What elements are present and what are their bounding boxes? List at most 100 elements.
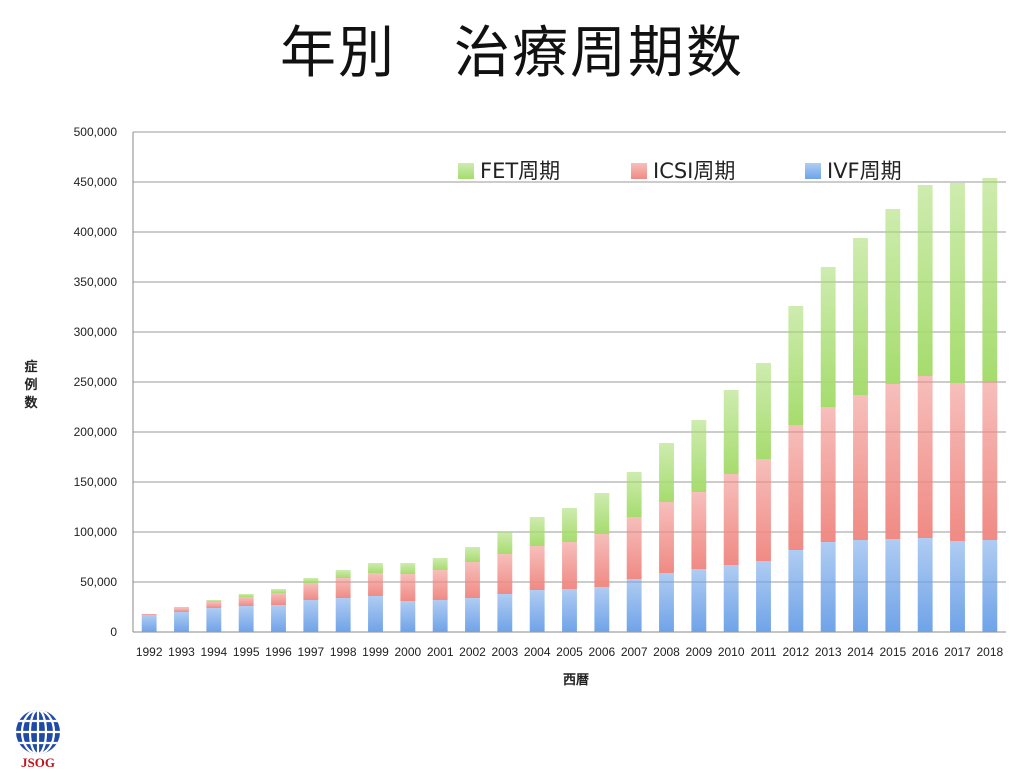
bar-2001-series-3 [432, 558, 448, 570]
bar-2005-series-1 [562, 589, 577, 632]
bar-2014-series-3 [853, 238, 868, 395]
bar-2007-series-2 [626, 517, 642, 579]
y-axis-title: 症例数 [24, 359, 38, 411]
legend: FET周期 ICSI周期 IVF周期 [458, 159, 902, 183]
bar-2018-series-3 [982, 178, 998, 381]
slide-title: 年別 治療周期数 [280, 21, 744, 86]
y-tick-label: 100,000 [74, 525, 118, 539]
bar-2016-series-3 [917, 185, 933, 376]
bar-2005-series-3 [562, 508, 577, 542]
bar-2001-series-1 [432, 600, 448, 632]
x-tick-label: 2013 [815, 645, 842, 659]
legend-label: ICSI周期 [653, 159, 735, 183]
legend-swatch [458, 163, 474, 179]
legend-swatch [805, 163, 821, 179]
jsog-logo: JSOG [12, 708, 64, 770]
x-tick-label: 2003 [491, 645, 518, 659]
bar-2000-series-1 [400, 601, 416, 632]
bar-1993-series-2 [174, 608, 189, 612]
bar-2009-series-3 [691, 420, 707, 492]
legend-swatch [631, 163, 647, 179]
bar-2017-series-1 [950, 541, 965, 632]
bar-1995-series-3 [238, 594, 254, 597]
bar-2006-series-1 [594, 587, 610, 632]
bar-1998-series-2 [335, 578, 351, 598]
y-tick-label: 350,000 [74, 275, 118, 289]
bar-2000-series-3 [400, 563, 416, 574]
x-tick-label: 1994 [200, 645, 227, 659]
bar-2008-series-3 [659, 443, 674, 502]
bar-1994-series-1 [206, 608, 222, 632]
x-tick-label: 1998 [330, 645, 357, 659]
bar-1998-series-1 [335, 598, 351, 632]
bar-2003-series-3 [497, 532, 513, 554]
bar-2018-series-2 [982, 381, 998, 540]
x-tick-label: 2010 [718, 645, 745, 659]
bar-2006-series-3 [594, 493, 610, 534]
x-tick-label: 2014 [847, 645, 874, 659]
bar-1996-series-1 [271, 605, 286, 632]
bar-2004-series-3 [529, 517, 545, 546]
x-tick-label: 2007 [621, 645, 648, 659]
bar-2008-series-1 [659, 573, 674, 632]
bar-1992-series-2 [141, 614, 157, 615]
logo-text: JSOG [21, 755, 55, 770]
legend-label: FET周期 [480, 159, 560, 183]
bar-2000-series-2 [400, 574, 416, 601]
bar-2004-series-1 [529, 590, 545, 632]
bar-2010-series-1 [723, 565, 739, 632]
bar-1993-series-3 [174, 607, 189, 608]
bar-1999-series-2 [368, 573, 383, 596]
globe-icon [16, 710, 60, 754]
bar-2012-series-3 [788, 306, 804, 425]
bar-1997-series-2 [303, 583, 319, 600]
bar-2011-series-3 [756, 363, 771, 459]
bar-2015-series-3 [885, 209, 901, 384]
bar-2018-series-1 [982, 540, 998, 632]
bar-2006-series-2 [594, 534, 610, 587]
x-tick-label: 2000 [394, 645, 421, 659]
x-tick-label: 1995 [233, 645, 260, 659]
bar-2017-series-3 [950, 183, 965, 383]
y-tick-label: 450,000 [74, 175, 118, 189]
x-tick-label: 2006 [588, 645, 615, 659]
y-tick-label: 50,000 [80, 575, 117, 589]
bar-2008-series-2 [659, 502, 674, 573]
bar-2001-series-2 [432, 570, 448, 600]
bar-2007-series-3 [626, 472, 642, 517]
bar-2015-series-1 [885, 539, 901, 632]
x-axis-title: 西暦 [563, 673, 589, 688]
x-tick-label: 2015 [879, 645, 906, 659]
bars [141, 178, 998, 632]
x-tick-label: 1993 [168, 645, 195, 659]
x-tick-label: 2011 [751, 645, 777, 659]
x-tick-label: 1996 [265, 645, 292, 659]
bar-2015-series-2 [885, 384, 901, 539]
x-tick-label: 2001 [427, 645, 454, 659]
x-tick-label: 1997 [297, 645, 324, 659]
x-tick-label: 2018 [976, 645, 1003, 659]
bar-2010-series-3 [723, 390, 739, 474]
y-tick-label: 500,000 [74, 125, 118, 139]
bar-2017-series-2 [950, 383, 965, 541]
x-tick-label: 2005 [556, 645, 583, 659]
bar-1999-series-3 [368, 563, 383, 573]
bar-1994-series-3 [206, 600, 222, 602]
x-tick-label: 2004 [524, 645, 551, 659]
y-tick-label: 150,000 [74, 475, 118, 489]
bar-1994-series-2 [206, 602, 222, 608]
bar-1995-series-1 [238, 606, 254, 632]
y-tick-label: 400,000 [74, 225, 118, 239]
x-tick-label: 2002 [459, 645, 486, 659]
bar-2003-series-2 [497, 554, 513, 594]
bar-2014-series-2 [853, 395, 868, 540]
bar-2016-series-2 [917, 376, 933, 538]
y-tick-label: 0 [110, 625, 117, 639]
x-tick-label: 1992 [136, 645, 163, 659]
bar-2003-series-1 [497, 594, 513, 632]
x-tick-label: 1999 [362, 645, 389, 659]
bar-1996-series-3 [271, 589, 286, 593]
bar-1999-series-1 [368, 596, 383, 632]
bar-2013-series-1 [820, 542, 836, 632]
bar-2002-series-1 [465, 598, 480, 632]
